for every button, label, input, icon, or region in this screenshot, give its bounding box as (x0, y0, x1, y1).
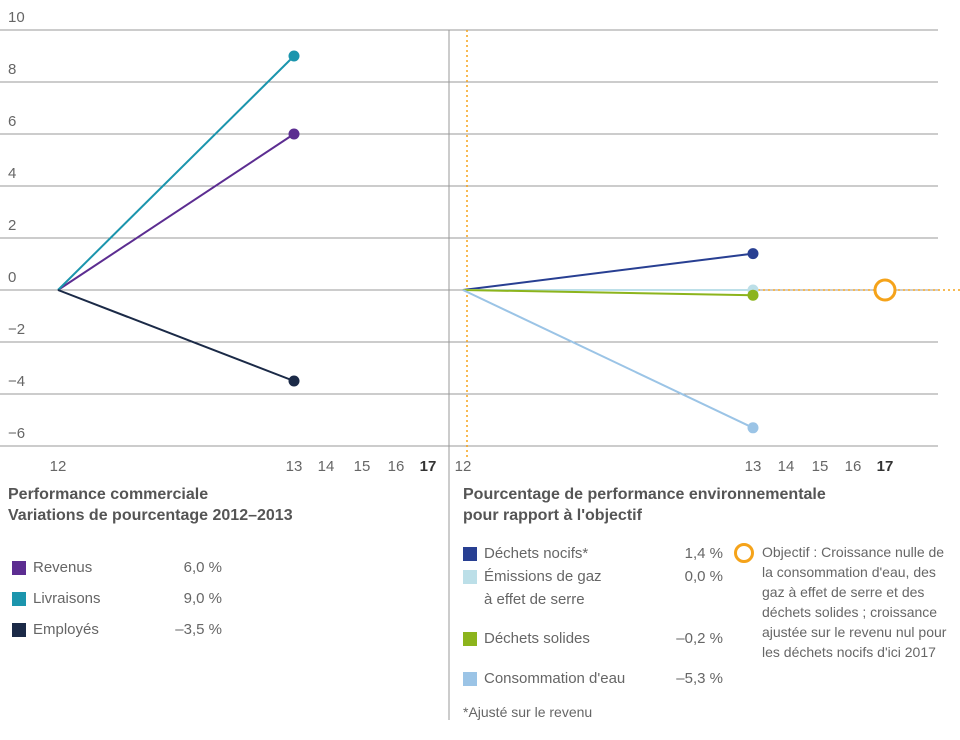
footnote: *Ajusté sur le revenu (463, 704, 593, 720)
legend-label: Livraisons (33, 590, 101, 607)
legend-label: Consommation d'eau (484, 670, 626, 687)
series-line (57, 289, 295, 382)
legend-swatch (12, 623, 26, 637)
x-tick-label: 14 (318, 458, 335, 475)
panel-title: Variations de pourcentage 2012–2013 (8, 507, 293, 524)
legend-value: –0,2 % (676, 630, 723, 647)
target-legend-marker (734, 543, 754, 563)
legend-item: Revenus 6,0 % (12, 556, 222, 602)
x-tick-label: 15 (812, 458, 829, 475)
x-tick-label: 17 (420, 458, 437, 475)
legend-swatch (12, 561, 26, 575)
x-tick-label: 17 (877, 458, 894, 475)
legend-value: 9,0 % (183, 590, 222, 607)
panel-title: Pourcentage de performance environnement… (463, 486, 826, 503)
x-tick-label: 12 (455, 458, 472, 475)
y-tick-label: 10 (8, 9, 25, 26)
legend-item: Déchets nocifs* 1,4 % (463, 542, 723, 588)
y-tick-label: 0 (8, 269, 16, 286)
x-tick-label: 12 (50, 458, 67, 475)
legend-swatch (463, 547, 477, 561)
x-tick-label: 16 (845, 458, 862, 475)
y-tick-label: 6 (8, 113, 16, 130)
y-tick-label: −2 (8, 321, 25, 338)
legend-value: 6,0 % (183, 559, 222, 576)
x-tick-label: 14 (778, 458, 795, 475)
y-tick-label: 2 (8, 217, 16, 234)
legend-value: 0,0 % (684, 568, 723, 585)
legend-label: Déchets nocifs* (484, 545, 589, 562)
data-point (288, 375, 300, 387)
series-line (462, 289, 754, 297)
target-annotation: Objectif : Croissance nulle de la consom… (762, 544, 947, 660)
target-marker (873, 278, 897, 302)
legend-item: Employés –3,5 % (12, 618, 222, 664)
legend-item: Déchets solides –0,2 % (463, 627, 723, 673)
legend-swatch (12, 592, 26, 606)
legend-value: –5,3 % (676, 670, 723, 687)
legend-item: Livraisons 9,0 % (12, 587, 222, 633)
x-tick-label: 16 (388, 458, 405, 475)
legend-value: –3,5 % (175, 621, 222, 638)
y-tick-label: −6 (8, 425, 25, 442)
legend-value: 1,4 % (684, 545, 723, 562)
legend-label: Employés (33, 621, 99, 638)
legend-label: Déchets solides (484, 630, 590, 647)
legend-item: Émissions de gaz à effet de serre 0,0 % (463, 565, 723, 611)
x-tick-label: 15 (354, 458, 371, 475)
y-tick-label: 4 (8, 165, 16, 182)
data-point (747, 422, 759, 434)
data-point (747, 248, 759, 260)
data-point (747, 289, 759, 301)
series-line (57, 55, 295, 291)
y-tick-label: −4 (8, 373, 25, 390)
legend-swatch (463, 672, 477, 686)
series-line (57, 133, 295, 291)
legend-swatch (463, 570, 477, 584)
data-point (288, 128, 300, 140)
legend-label: Émissions de gaz à effet de serre (484, 568, 602, 608)
series-line (462, 252, 754, 291)
series-line (462, 289, 754, 429)
legend-swatch (463, 632, 477, 646)
y-tick-label: 8 (8, 61, 16, 78)
panel-title: pour rapport à l'objectif (463, 507, 642, 524)
x-tick-label: 13 (286, 458, 303, 475)
legend-item: Consommation d'eau –5,3 % (463, 667, 723, 713)
panel-title: Performance commerciale (8, 486, 209, 503)
legend-label: Revenus (33, 559, 93, 576)
x-tick-label: 13 (745, 458, 762, 475)
data-point (288, 50, 300, 62)
